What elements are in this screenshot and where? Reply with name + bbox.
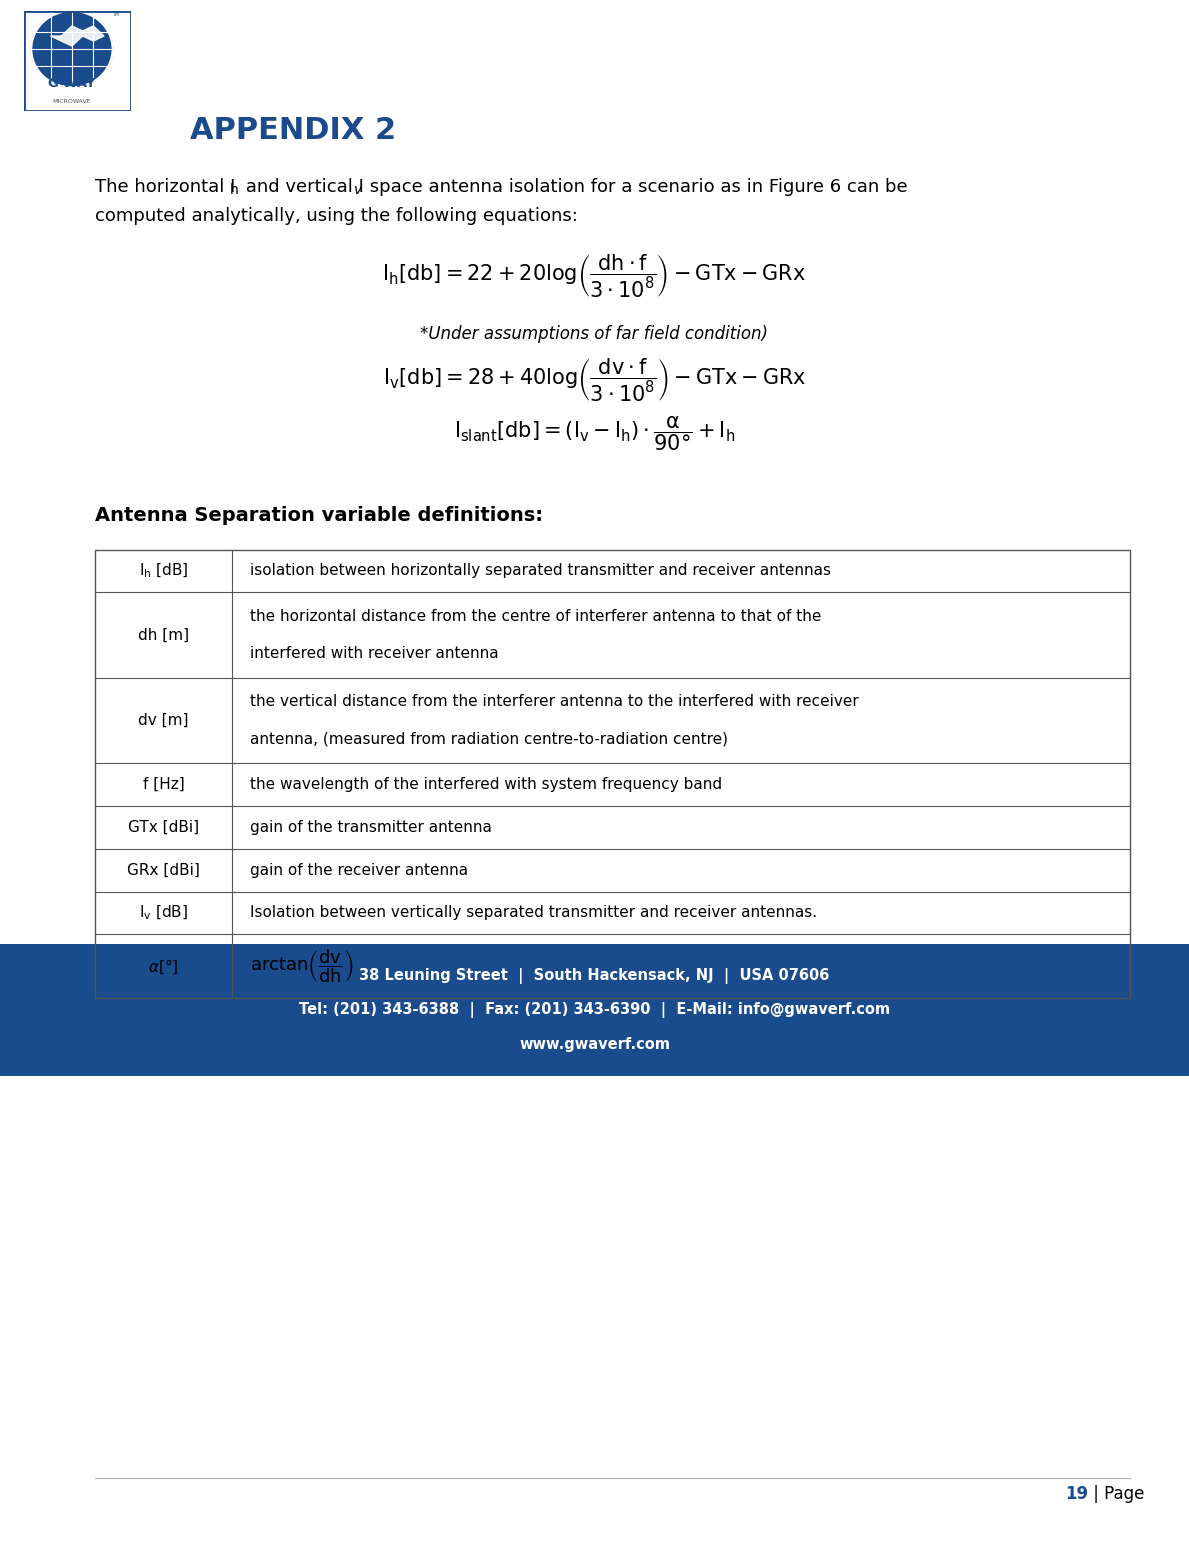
Text: | Page: | Page — [1088, 1485, 1144, 1503]
Circle shape — [31, 11, 113, 87]
Text: G-WAY: G-WAY — [48, 77, 96, 90]
Text: gain of the receiver antenna: gain of the receiver antenna — [250, 862, 467, 878]
Text: $\mathrm{I_h}$ [dB]: $\mathrm{I_h}$ [dB] — [139, 562, 188, 580]
Text: *Under assumptions of far field condition): *Under assumptions of far field conditio… — [421, 325, 768, 344]
Text: gain of the transmitter antenna: gain of the transmitter antenna — [250, 820, 491, 834]
Text: antenna, (measured from radiation centre-to-radiation centre): antenna, (measured from radiation centre… — [250, 732, 728, 746]
Text: TM: TM — [112, 12, 119, 17]
Text: 19: 19 — [1065, 1485, 1088, 1503]
Text: APPENDIX 2: APPENDIX 2 — [190, 116, 396, 146]
Text: v: v — [354, 183, 363, 197]
Text: dv [m]: dv [m] — [138, 714, 189, 728]
Text: GRx [dBi]: GRx [dBi] — [127, 862, 200, 878]
Text: interfered with receiver antenna: interfered with receiver antenna — [250, 647, 498, 661]
Text: The horizontal I: The horizontal I — [95, 178, 235, 197]
Text: MICROWAVE: MICROWAVE — [52, 99, 92, 104]
Text: isolation between horizontally separated transmitter and receiver antennas: isolation between horizontally separated… — [250, 563, 831, 579]
Text: Isolation between vertically separated transmitter and receiver antennas.: Isolation between vertically separated t… — [250, 906, 817, 921]
Text: the horizontal distance from the centre of interferer antenna to that of the: the horizontal distance from the centre … — [250, 608, 822, 624]
Text: $\mathrm{arctan\left(\dfrac{dv}{dh}\right)}$: $\mathrm{arctan\left(\dfrac{dv}{dh}\righ… — [250, 947, 353, 985]
Text: h: h — [229, 183, 238, 197]
Text: dh [m]: dh [m] — [138, 627, 189, 642]
Text: $\mathrm{I_{slant}[db] = (I_v - I_h) \cdot \dfrac{\alpha}{90°} + I_h}$: $\mathrm{I_{slant}[db] = (I_v - I_h) \cd… — [454, 415, 735, 452]
Text: $\mathrm{I_v[db] = 28 + 40log\left(\dfrac{dv \cdot f}{3 \cdot 10^8}\right) - GTx: $\mathrm{I_v[db] = 28 + 40log\left(\dfra… — [383, 356, 806, 402]
Text: computed analytically, using the following equations:: computed analytically, using the followi… — [95, 207, 578, 226]
Polygon shape — [50, 26, 105, 46]
Text: Tel: (201) 343-6388  |  Fax: (201) 343-6390  |  E-Mail: info@gwaverf.com: Tel: (201) 343-6388 | Fax: (201) 343-639… — [298, 1002, 891, 1019]
Text: the vertical distance from the interferer antenna to the interfered with receive: the vertical distance from the interfere… — [250, 694, 858, 709]
Text: f [Hz]: f [Hz] — [143, 777, 184, 793]
Text: 38 Leuning Street  |  South Hackensack, NJ  |  USA 07606: 38 Leuning Street | South Hackensack, NJ… — [359, 968, 830, 985]
Text: the wavelength of the interfered with system frequency band: the wavelength of the interfered with sy… — [250, 777, 722, 793]
Text: and vertical I: and vertical I — [240, 178, 364, 197]
Text: www.gwaverf.com: www.gwaverf.com — [520, 1037, 669, 1051]
Text: $\mathrm{I_h[db] = 22 + 20log\left(\dfrac{dh \cdot f}{3 \cdot 10^8}\right) - GTx: $\mathrm{I_h[db] = 22 + 20log\left(\dfra… — [383, 252, 806, 299]
Text: Antenna Separation variable definitions:: Antenna Separation variable definitions: — [95, 506, 543, 525]
Text: space antenna isolation for a scenario as in Figure 6 can be: space antenna isolation for a scenario a… — [364, 178, 907, 197]
Text: $\mathrm{I_v}$ [dB]: $\mathrm{I_v}$ [dB] — [139, 904, 188, 923]
Text: $\alpha$[°]: $\alpha$[°] — [149, 957, 178, 975]
Text: GTx [dBi]: GTx [dBi] — [128, 820, 199, 834]
